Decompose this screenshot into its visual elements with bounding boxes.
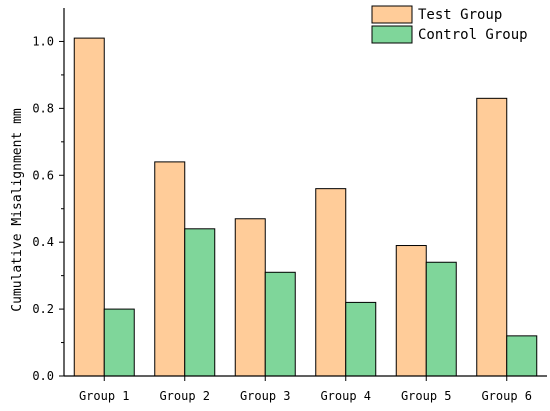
legend-swatch-test — [371, 5, 413, 24]
x-tick-label: Group 2 — [159, 389, 210, 403]
legend-label-test: Test Group — [418, 7, 502, 23]
x-tick-label: Group 1 — [79, 389, 130, 403]
bar-control-group-1 — [103, 308, 135, 377]
y-axis-title: Cumulative Misalignment mm — [10, 108, 25, 312]
y-tick-label: 1.0 — [32, 34, 54, 48]
bar-test-group-3 — [234, 218, 266, 377]
bar-control-group-2 — [184, 228, 216, 377]
x-tick-label: Group 6 — [481, 389, 532, 403]
y-tick-label: 0.8 — [32, 101, 54, 115]
y-tick-label: 0.2 — [32, 302, 54, 316]
legend-label-control: Control Group — [418, 27, 528, 43]
bars-layer — [73, 37, 538, 377]
x-tick-label: Group 3 — [240, 389, 291, 403]
bar-test-group-4 — [315, 188, 347, 377]
y-tick-label: 0.4 — [32, 235, 54, 249]
y-tick-label: 0.0 — [32, 369, 54, 383]
bar-test-group-6 — [476, 97, 508, 377]
x-tick-label: Group 5 — [401, 389, 452, 403]
axes-layer: Group 1 Group 2 Group 3 Group 4 Group 5 Group… — [32, 8, 547, 403]
bar-control-group-5 — [425, 261, 457, 377]
y-tick-label: 0.6 — [32, 168, 54, 182]
bar-test-group-1 — [73, 37, 105, 377]
bar-test-group-2 — [154, 161, 186, 377]
bar-control-group-4 — [345, 301, 377, 377]
legend-swatch-control — [371, 25, 413, 44]
x-tick-label: Group 4 — [320, 389, 371, 403]
bar-control-group-3 — [264, 271, 296, 377]
bar-test-group-5 — [395, 245, 427, 377]
legend: Test Group Control Group — [371, 5, 528, 44]
bar-control-group-6 — [506, 335, 538, 377]
